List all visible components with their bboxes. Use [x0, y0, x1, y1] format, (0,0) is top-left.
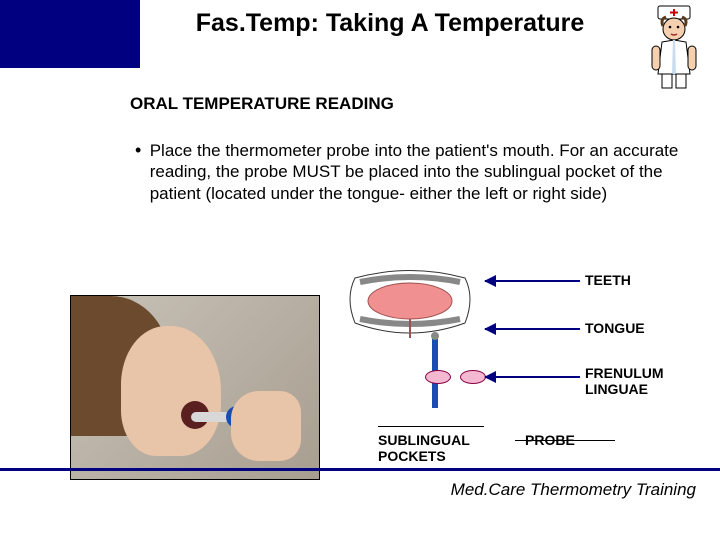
label-probe: PROBE [525, 432, 575, 448]
arrow-teeth [485, 280, 580, 282]
bullet-item: • Place the thermometer probe into the p… [135, 140, 705, 204]
label-tongue: TONGUE [585, 320, 645, 336]
page-title: Fas.Temp: Taking A Temperature [150, 8, 630, 38]
arrow-tongue [485, 328, 580, 330]
label-sublingual: SUBLINGUAL POCKETS [378, 432, 498, 464]
mouth-diagram [345, 268, 475, 413]
callout-line-sublingual [378, 426, 484, 427]
nurse-icon [644, 4, 704, 89]
pocket-indicator [425, 370, 451, 384]
pocket-indicator [460, 370, 486, 384]
footer-rule [0, 468, 720, 471]
arrow-frenulum [485, 376, 580, 378]
instruction-photo [70, 295, 320, 480]
footer-text: Med.Care Thermometry Training [451, 480, 696, 500]
label-frenulum: FRENULUM LINGUAE [585, 365, 705, 397]
corner-block [0, 0, 140, 68]
label-teeth: TEETH [585, 272, 631, 288]
section-heading: ORAL TEMPERATURE READING [130, 94, 394, 114]
bullet-marker: • [135, 140, 150, 204]
bullet-text: Place the thermometer probe into the pat… [150, 140, 705, 204]
